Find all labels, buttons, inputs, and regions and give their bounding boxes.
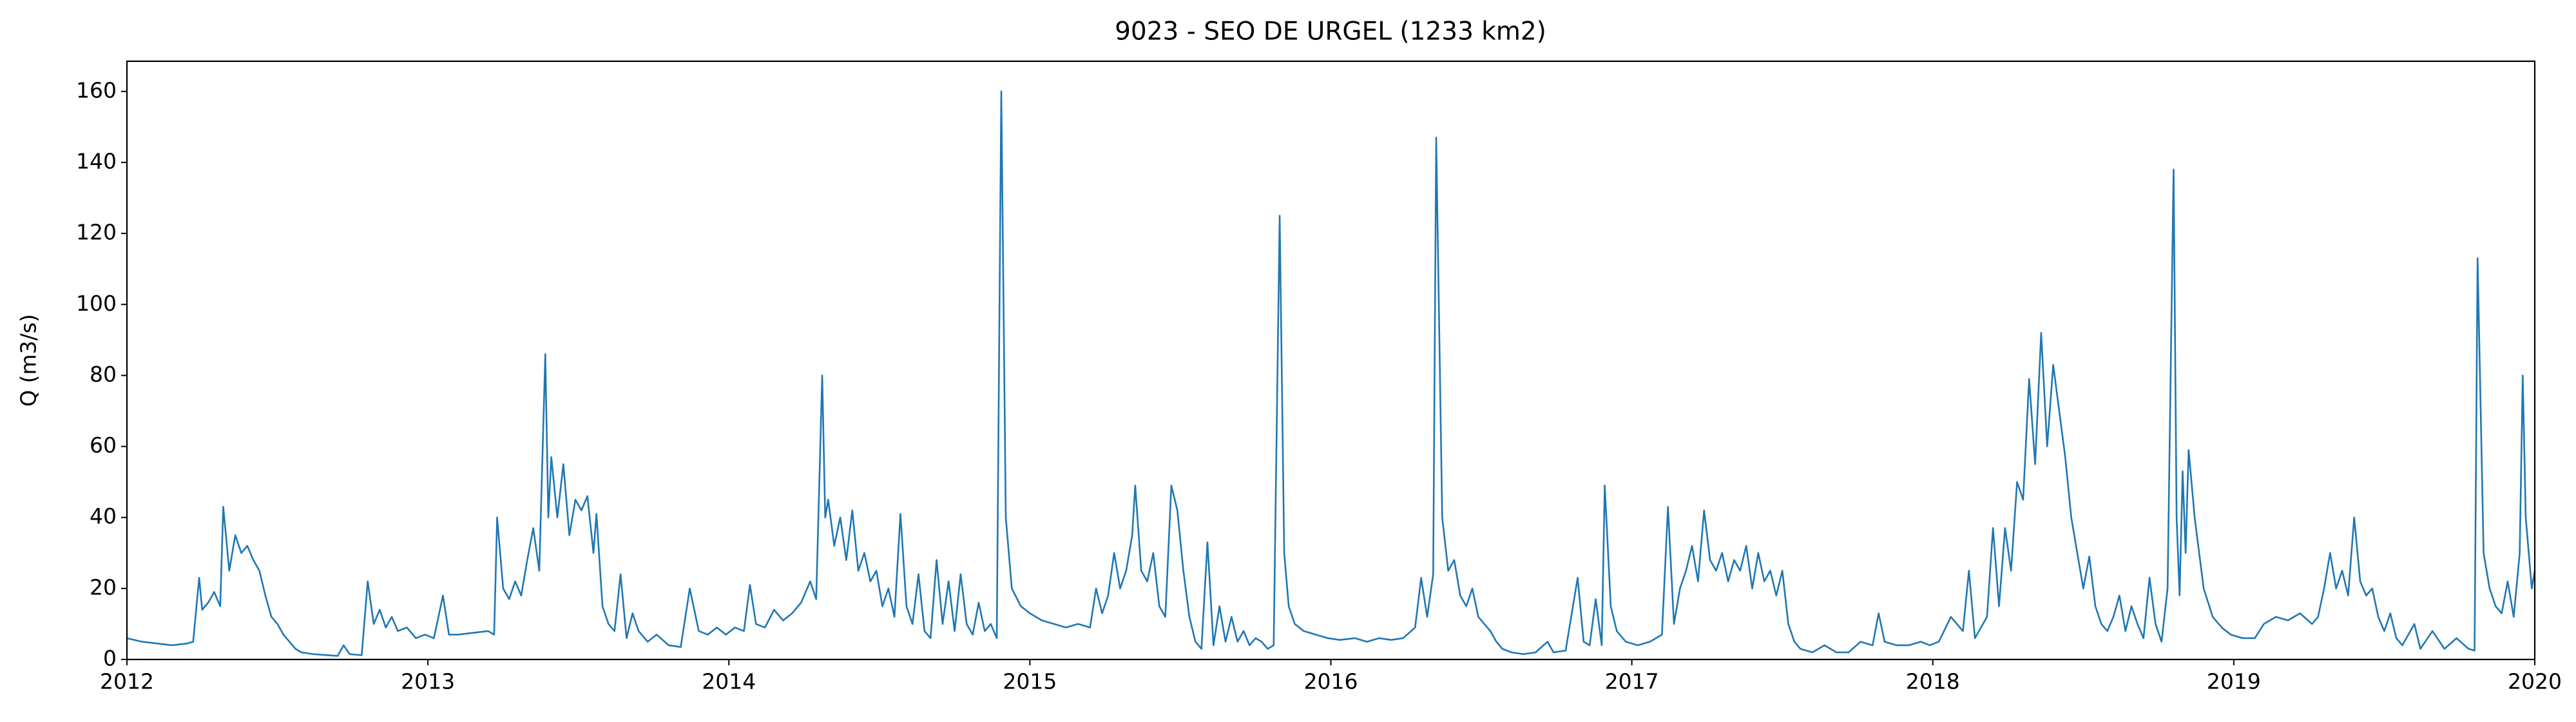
- y-tick-label: 140: [76, 148, 117, 173]
- x-tick-label: 2017: [1605, 669, 1659, 694]
- y-tick-label: 40: [90, 503, 117, 529]
- chart-title: 9023 - SEO DE URGEL (1233 km2): [1115, 17, 1546, 46]
- y-tick-label: 60: [90, 433, 117, 458]
- x-tick-label: 2013: [401, 669, 455, 694]
- data-line: [126, 90, 2536, 657]
- x-tick-label: 2019: [2207, 669, 2261, 694]
- y-tick-label: 100: [76, 291, 117, 316]
- y-axis-label: Q (m3/s): [16, 314, 41, 407]
- y-tick-label: 80: [90, 362, 117, 387]
- y-tick-label: 160: [76, 77, 117, 102]
- x-tick-label: 2020: [2508, 669, 2562, 694]
- y-tick-label: 20: [90, 574, 117, 600]
- y-tick-label: 0: [103, 646, 117, 671]
- x-tick-label: 2012: [100, 669, 154, 694]
- x-tick-label: 2015: [1003, 669, 1057, 694]
- plot-frame: [126, 60, 2536, 661]
- x-tick-label: 2014: [702, 669, 756, 694]
- y-tick-label: 120: [76, 220, 117, 245]
- x-tick-label: 2018: [1906, 669, 1960, 694]
- x-tick-label: 2016: [1304, 669, 1358, 694]
